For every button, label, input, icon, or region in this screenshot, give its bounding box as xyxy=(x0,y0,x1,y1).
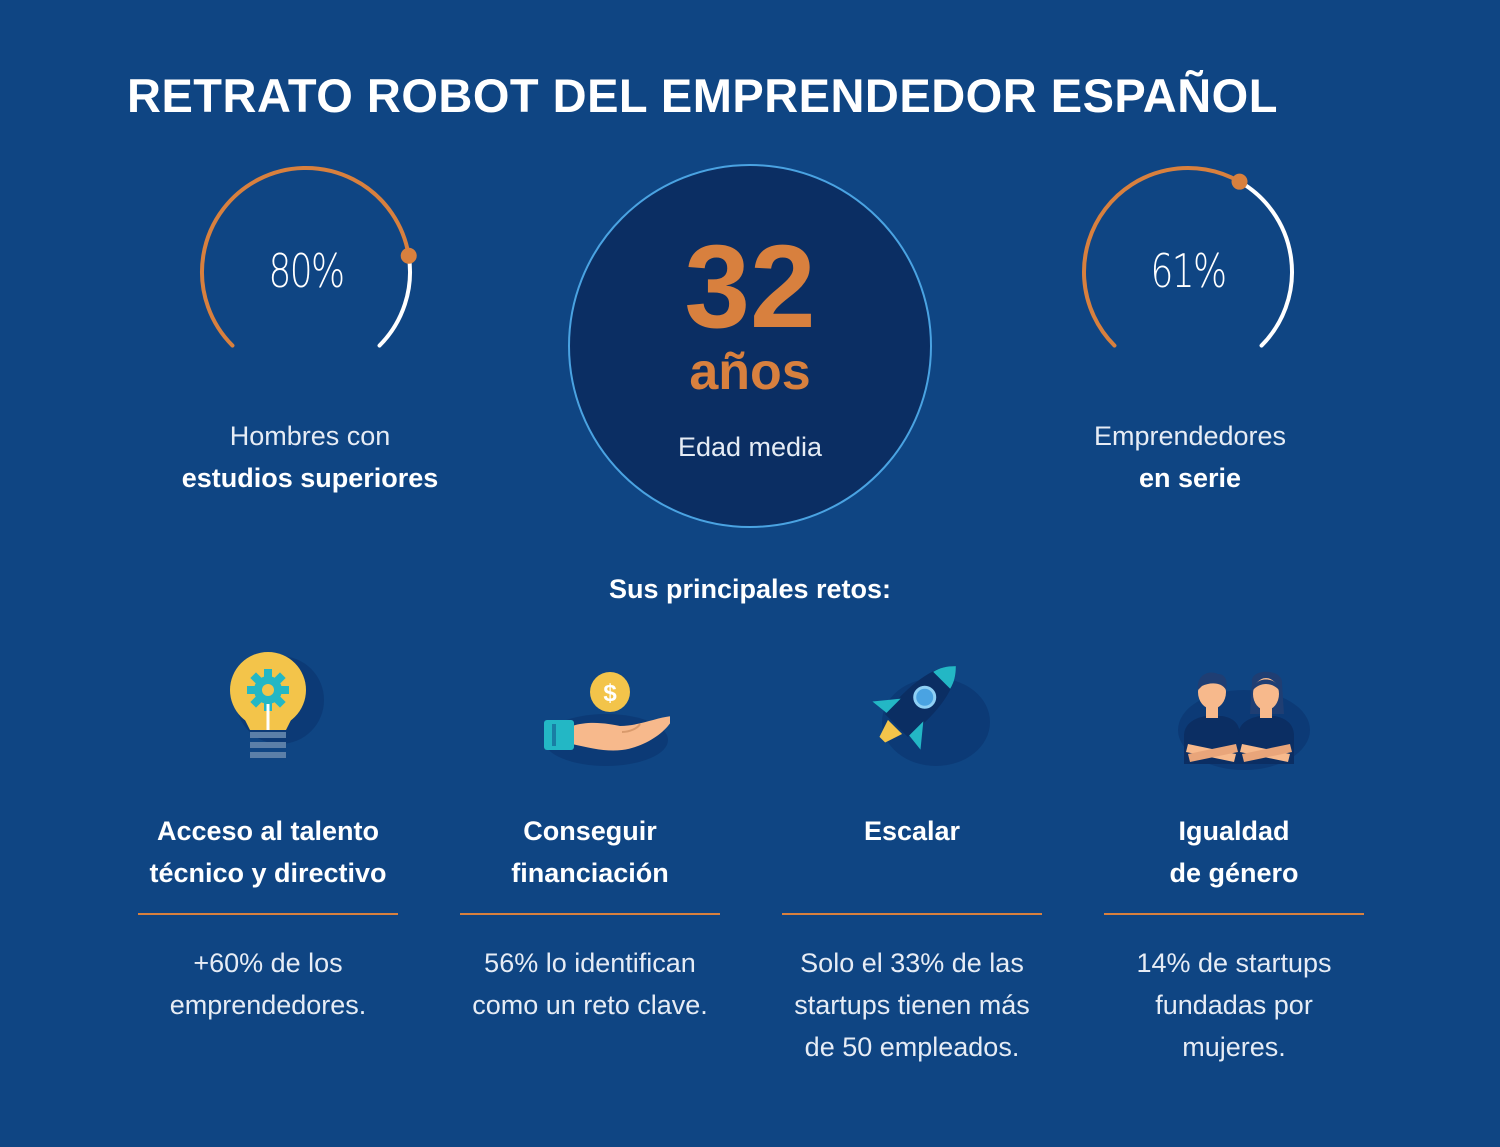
challenge-talent-title-line2: técnico y directivo xyxy=(149,858,387,888)
challenge-talent-desc-line1: +60% de los xyxy=(193,948,343,978)
challenge-scaling-title: Escalar xyxy=(772,810,1052,852)
challenge-financing-desc-line1: 56% lo identifican xyxy=(484,948,696,978)
challenge-financing-divider xyxy=(460,913,720,915)
svg-text:$: $ xyxy=(603,680,617,707)
rocket-icon xyxy=(872,666,990,766)
gauge-left-caption-light: Hombres con xyxy=(229,421,391,451)
gauge-left-caption: Hombres con estudios superiores xyxy=(130,415,490,499)
gauge-left-caption-bold: estudios superiores xyxy=(181,463,439,493)
challenge-gender-desc: 14% de startups fundadas por mujeres. xyxy=(1094,942,1374,1068)
gauge-right-caption-light: Emprendedores xyxy=(1093,421,1287,451)
gauge-left-value: 80% xyxy=(268,244,345,298)
page-title: RETRATO ROBOT DEL EMPRENDEDOR ESPAÑOL xyxy=(127,69,1278,122)
gauge-right: 61% xyxy=(1082,166,1294,378)
man-woman-icon xyxy=(1178,671,1310,770)
challenge-talent-desc-line2: emprendedores. xyxy=(169,990,367,1020)
challenge-financing-title-line2: financiación xyxy=(511,858,669,888)
challenge-financing-title-line1: Conseguir xyxy=(523,816,657,846)
age-number: 32 xyxy=(684,221,816,353)
challenge-gender-desc-line1: 14% de startups xyxy=(1136,948,1332,978)
gauge-right-value: 61% xyxy=(1150,244,1227,298)
challenge-financing-desc: 56% lo identifican como un reto clave. xyxy=(450,942,730,1026)
challenge-financing-desc-line2: como un reto clave. xyxy=(472,990,708,1020)
challenge-scaling-desc-line1: Solo el 33% de las xyxy=(800,948,1024,978)
challenge-talent-title-line1: Acceso al talento xyxy=(156,816,380,846)
age-label: Edad media xyxy=(677,432,823,462)
age-circle: 32 años Edad media xyxy=(568,164,932,528)
challenge-scaling-divider xyxy=(782,913,1042,915)
challenge-gender-desc-line2: fundadas por xyxy=(1155,990,1313,1020)
challenge-gender-title-line1: Igualdad xyxy=(1178,816,1290,846)
challenge-financing-title: Conseguir financiación xyxy=(450,810,730,894)
gauge-left-marker xyxy=(400,247,417,264)
gauge-right-arc xyxy=(1082,166,1294,348)
challenge-gender-desc-line3: mujeres. xyxy=(1182,1032,1286,1062)
gauge-left-arc xyxy=(200,166,417,348)
challenge-gender-title: Igualdad de género xyxy=(1094,810,1374,894)
gauge-right-caption-bold: en serie xyxy=(1138,463,1242,493)
challenge-scaling-title-line1: Escalar xyxy=(863,816,961,846)
challenge-talent-desc: +60% de los emprendedores. xyxy=(128,942,408,1026)
gauge-right-caption: Emprendedores en serie xyxy=(1010,415,1370,499)
challenge-scaling-desc-line3: de 50 empleados. xyxy=(804,1032,1020,1062)
challenge-gender-divider xyxy=(1104,913,1364,915)
gauge-right-marker xyxy=(1231,173,1248,190)
lightbulb-gear-icon xyxy=(230,652,324,758)
challenge-talent-title: Acceso al talento técnico y directivo xyxy=(128,810,408,894)
challenge-scaling-desc: Solo el 33% de las startups tienen más d… xyxy=(772,942,1052,1068)
age-unit: años xyxy=(689,343,811,401)
hand-coin-icon: $ xyxy=(544,672,670,766)
challenge-scaling-desc-line2: startups tienen más xyxy=(794,990,1030,1020)
challenges-heading: Sus principales retos: xyxy=(608,574,892,604)
challenge-gender-title-line2: de género xyxy=(1169,858,1299,888)
challenge-talent-divider xyxy=(138,913,398,915)
gauge-left: 80% xyxy=(200,166,417,378)
